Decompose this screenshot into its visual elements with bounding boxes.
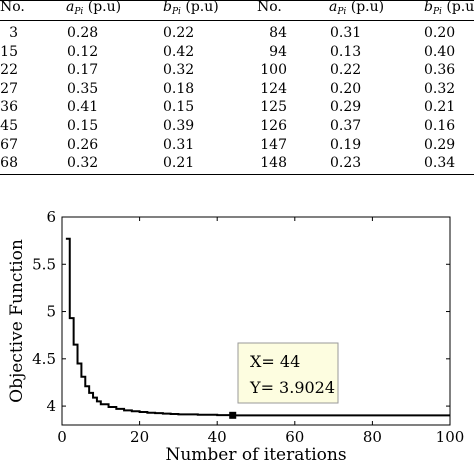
table-cell-no2: 125 bbox=[260, 99, 287, 116]
table-cell-b2: 0.20 bbox=[424, 25, 456, 41]
table-cell-no2: 148 bbox=[260, 155, 287, 172]
table-cell-no1: 27 bbox=[0, 80, 18, 97]
table-cell-b2: 0.16 bbox=[424, 118, 456, 134]
convergence-chart: 0 20 40 60 80 100 4 4.5 5 5.5 6 X= 44 Y= 3.9024 N… bbox=[0, 195, 474, 468]
table-cell-no2: 94 bbox=[269, 43, 287, 60]
chart-svg: 0 20 40 60 80 100 4 4.5 5 5.5 6 X= 44 Y= 3.9024 N… bbox=[7, 208, 465, 465]
table-cell-b2: 0.21 bbox=[424, 99, 456, 116]
x-tick-label: 40 bbox=[208, 428, 227, 446]
x-axis-label: Number of iterations bbox=[165, 445, 346, 465]
table-cell-no1: 45 bbox=[0, 118, 18, 134]
table-cell-no1: 68 bbox=[0, 155, 18, 172]
table-cell-a2: 0.29 bbox=[330, 99, 362, 116]
table-cell-no1: 67 bbox=[0, 136, 18, 153]
y-tick-label: 5 bbox=[46, 303, 56, 321]
table-cell-a2: 0.31 bbox=[330, 25, 362, 41]
header-no-1: No. bbox=[0, 0, 25, 15]
table-cell-a1: 0.15 bbox=[67, 118, 99, 134]
parameter-table: No. aPi (p.u) bPi (p.u) No. aPi (p.u) bP… bbox=[0, 0, 474, 175]
table-cell-a2: 0.23 bbox=[330, 155, 362, 172]
header-b-pi-2: bPi (p.u) bbox=[424, 0, 474, 17]
table-cell-b1: 0.15 bbox=[163, 99, 195, 116]
header-b-pi-1: bPi (p.u) bbox=[163, 0, 219, 17]
table-cell-b2: 0.29 bbox=[424, 136, 456, 153]
table-cell-b1: 0.21 bbox=[163, 155, 195, 172]
y-tick-label: 6 bbox=[46, 208, 56, 226]
table-cell-no2: 126 bbox=[260, 118, 287, 134]
table-cell-b2: 0.34 bbox=[424, 155, 456, 172]
table-cell-no1: 36 bbox=[0, 99, 18, 116]
y-tick-label: 5.5 bbox=[32, 255, 56, 273]
table-cell-a2: 0.19 bbox=[330, 136, 362, 153]
table-cell-a1: 0.12 bbox=[67, 43, 99, 60]
table-bottom-rule bbox=[0, 174, 474, 175]
table-cell-b1: 0.39 bbox=[163, 118, 195, 134]
table-cell-a2: 0.37 bbox=[330, 118, 362, 134]
table-cell-a1: 0.26 bbox=[67, 136, 99, 153]
x-tick-label: 100 bbox=[436, 428, 465, 446]
table-cell-a1: 0.32 bbox=[67, 155, 99, 172]
datatip-x-label: X= 44 bbox=[250, 352, 300, 371]
table-cell-a1: 0.17 bbox=[67, 62, 99, 79]
table-cell-no2: 147 bbox=[260, 136, 287, 153]
table-cell-no2: 100 bbox=[260, 62, 287, 79]
table-cell-b1: 0.42 bbox=[163, 43, 195, 60]
table-cell-a1: 0.35 bbox=[67, 80, 99, 97]
table-cell-b1: 0.22 bbox=[163, 25, 195, 41]
header-a-pi-1: aPi (p.u) bbox=[66, 0, 122, 17]
table-cell-a2: 0.20 bbox=[330, 80, 362, 97]
datatip-y-label: Y= 3.9024 bbox=[249, 378, 335, 397]
table-cell-a2: 0.13 bbox=[330, 43, 362, 60]
table-cell-b2: 0.40 bbox=[424, 43, 456, 60]
y-tick-label: 4.5 bbox=[32, 350, 56, 368]
x-tick-label: 60 bbox=[285, 428, 304, 446]
table-cell-b2: 0.32 bbox=[424, 80, 456, 97]
table-cell-a2: 0.22 bbox=[330, 62, 362, 79]
table-cell-no1: 22 bbox=[0, 62, 18, 79]
table-cell-no1: 15 bbox=[0, 43, 18, 60]
x-tick-label: 0 bbox=[57, 428, 67, 446]
table-cell-b2: 0.36 bbox=[424, 62, 456, 79]
table-cell-a1: 0.28 bbox=[67, 25, 99, 41]
y-tick-label: 4 bbox=[46, 397, 56, 415]
table-cell-no2: 124 bbox=[260, 80, 287, 97]
datatip: X= 44 Y= 3.9024 bbox=[237, 342, 339, 404]
y-axis-label: Objective Function bbox=[7, 239, 27, 403]
objective-series-line bbox=[65, 237, 450, 417]
x-tick-label: 80 bbox=[363, 428, 382, 446]
table-cell-b1: 0.32 bbox=[163, 62, 195, 79]
header-rule bbox=[0, 20, 474, 21]
table-cell-no1: 3 bbox=[9, 25, 18, 41]
table-cell-a1: 0.41 bbox=[67, 99, 99, 116]
datatip-marker bbox=[229, 411, 237, 419]
table-cell-b1: 0.18 bbox=[163, 80, 195, 97]
x-tick-label: 20 bbox=[130, 428, 149, 446]
header-a-pi-2: aPi (p.u) bbox=[329, 0, 385, 17]
table-cell-b1: 0.31 bbox=[163, 136, 195, 153]
header-no-2: No. bbox=[257, 0, 282, 15]
table-cell-no2: 84 bbox=[269, 25, 287, 41]
table-top-rule bbox=[0, 0, 474, 1]
